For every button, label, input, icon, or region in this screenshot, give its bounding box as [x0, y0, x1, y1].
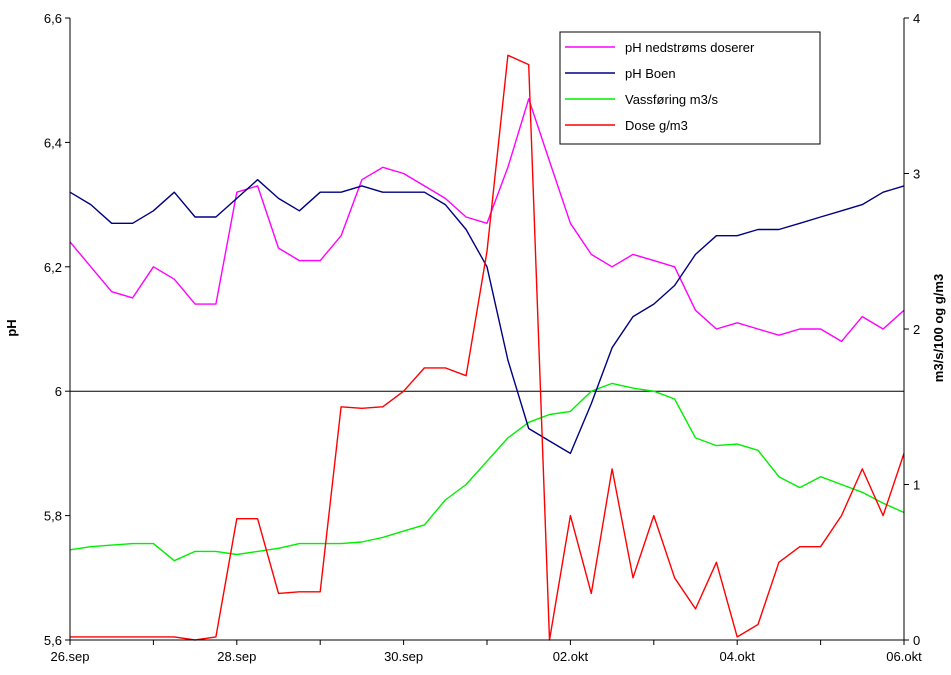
x-tick-label: 30.sep	[384, 649, 423, 664]
x-tick-label: 26.sep	[50, 649, 89, 664]
legend-label-1: pH Boen	[625, 66, 676, 81]
y-tick-label: 6,4	[44, 135, 62, 150]
y2-tick-label: 4	[913, 11, 920, 26]
axes	[69, 18, 905, 641]
series-line-1	[69, 178, 905, 455]
y-tick-label: 6,2	[44, 260, 62, 275]
legend-label-3: Dose g/m3	[625, 118, 688, 133]
y-axis-ticks	[65, 17, 70, 641]
x-tick-label: 06.okt	[886, 649, 922, 664]
tick-labels: 5,6 5,8 6 6,2 6,4 6,6 0 1 2 3 4 26.sep 28.sep 30.sep 0…	[44, 11, 922, 664]
y2-tick-label: 3	[913, 167, 920, 182]
x-tick-label: 02.okt	[553, 649, 589, 664]
series-line-3	[70, 54, 905, 641]
y2-tick-label: 2	[913, 322, 920, 337]
y2-tick-label: 0	[913, 633, 920, 648]
y2-tick-label: 1	[913, 478, 920, 493]
y2-axis-title: m3/s/100 og g/m3	[931, 274, 946, 382]
y-tick-label: 5,8	[44, 509, 62, 524]
y-tick-label: 5,6	[44, 633, 62, 648]
series-group	[69, 54, 905, 641]
series-line-0	[69, 98, 905, 343]
y2-axis-ticks	[904, 17, 909, 641]
y-tick-label: 6,6	[44, 11, 62, 26]
legend: pH nedstrøms doserer pH Boen Vassføring …	[559, 31, 821, 145]
legend-label-2: Vassføring m3/s	[625, 92, 718, 107]
x-tick-label: 04.okt	[719, 649, 755, 664]
legend-label-0: pH nedstrøms doserer	[625, 40, 755, 55]
series-line-2	[69, 382, 905, 562]
x-tick-label: 28.sep	[217, 649, 256, 664]
y-tick-label: 6	[55, 384, 62, 399]
x-axis-ticks	[69, 640, 905, 645]
y-axis-title: pH	[4, 319, 19, 336]
